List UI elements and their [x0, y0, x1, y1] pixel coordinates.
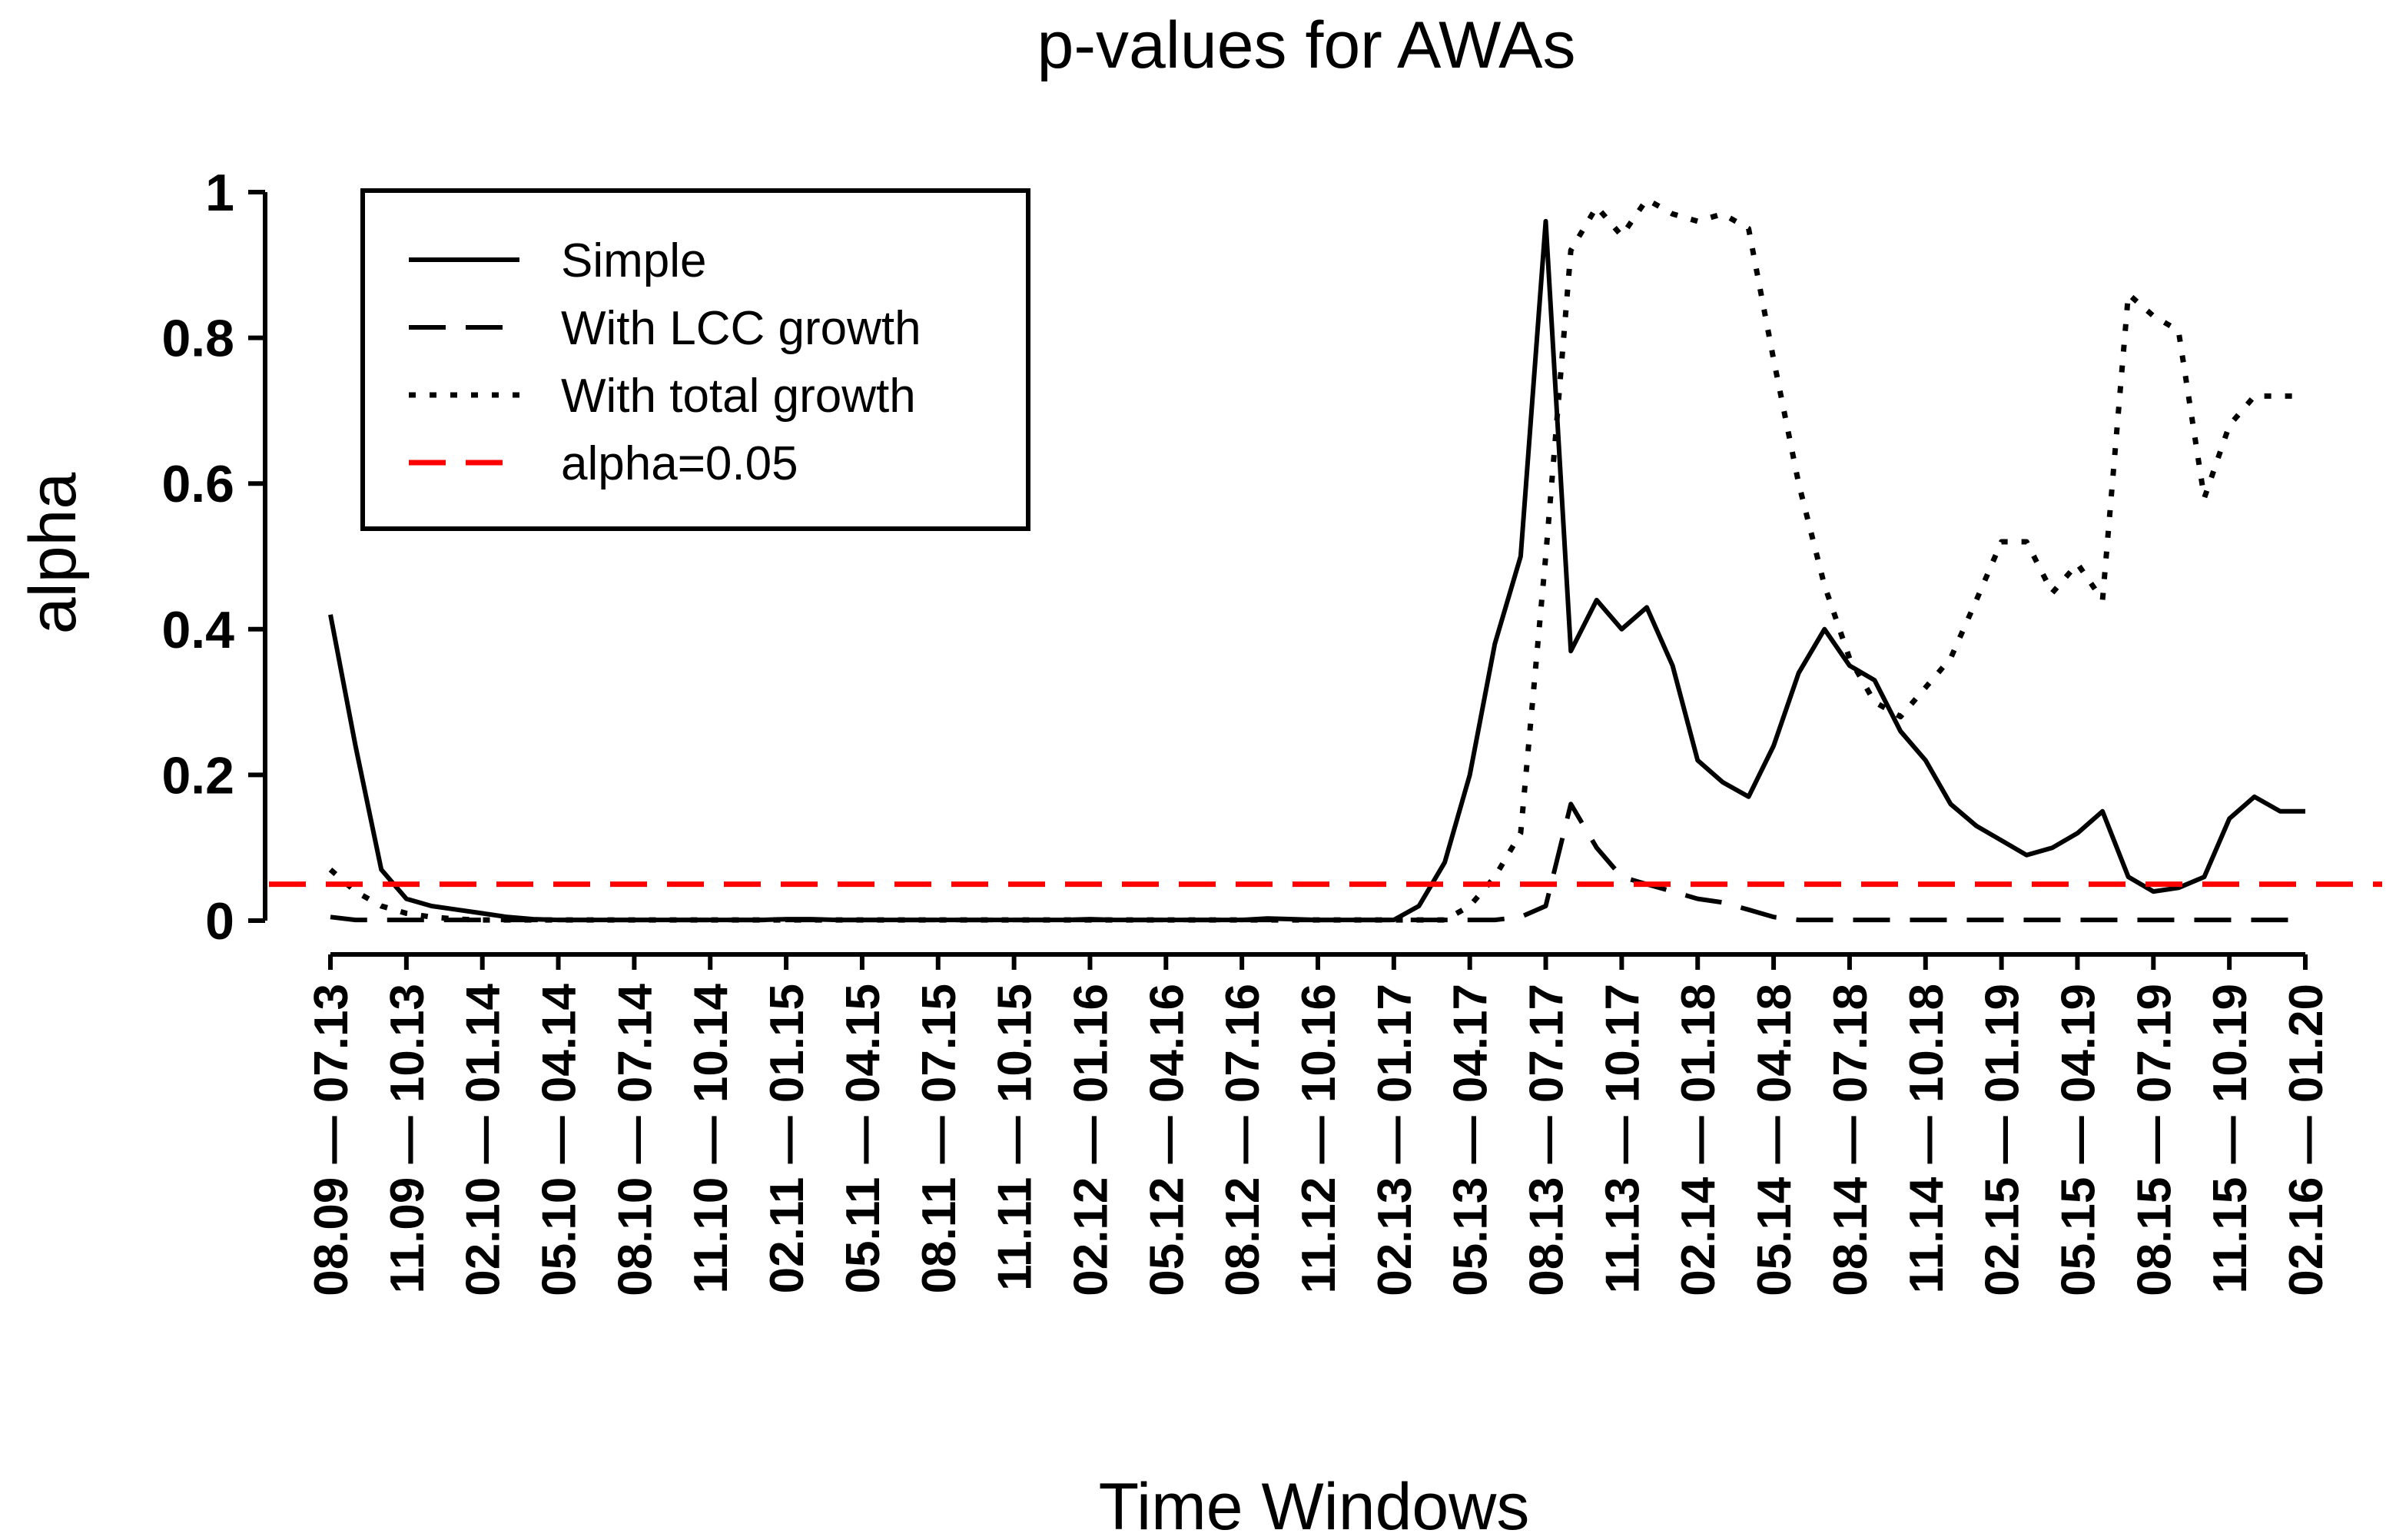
x-tick-label: 11.12 — 10.16 — [1293, 984, 1346, 1293]
x-tick-label: 05.11 — 04.15 — [837, 984, 890, 1293]
x-tick-label: 05.13 — 04.17 — [1445, 984, 1498, 1296]
x-tick-label: 05.14 — 04.18 — [1748, 984, 1801, 1296]
legend-label: With total growth — [561, 370, 916, 423]
x-tick-label: 08.12 — 07.16 — [1216, 984, 1269, 1296]
x-tick-label: 11.14 — 10.18 — [1900, 984, 1953, 1293]
legend-label: Simple — [561, 234, 707, 287]
x-axis: 08.09 — 07.13 11.09 — 10.13 02.10 — 01.14 0… — [305, 952, 2333, 1296]
x-tick-label: 11.11 — 10.15 — [989, 984, 1042, 1291]
x-tick-label: 05.12 — 04.16 — [1140, 984, 1193, 1296]
series-layer — [269, 197, 2382, 923]
y-tick-label: 1 — [205, 164, 234, 222]
legend: Simple With LCC growth With total growth al… — [360, 188, 1030, 531]
x-tick-label: 02.15 — 01.19 — [1976, 984, 2029, 1296]
legend-box — [360, 188, 1030, 531]
legend-label: With LCC growth — [561, 302, 921, 355]
x-tick-label: 02.16 — 01.20 — [2280, 984, 2333, 1296]
y-tick-label: 0.2 — [161, 746, 234, 805]
y-axis-label: alpha — [16, 473, 90, 635]
legend-label: alpha=0.05 — [561, 437, 798, 490]
x-tick-label: 11.13 — 10.17 — [1596, 984, 1649, 1293]
x-tick-label: 08.15 — 07.19 — [2128, 984, 2181, 1296]
x-tick-label: 11.15 — 10.19 — [2204, 984, 2257, 1293]
x-tick-label: 08.09 — 07.13 — [305, 984, 358, 1296]
y-tick-label: 0 — [205, 892, 234, 951]
x-tick-label: 02.10 — 01.14 — [457, 983, 510, 1296]
y-tick-label: 0.4 — [161, 601, 234, 659]
chart-title: p-values for AWAs — [1037, 8, 1576, 82]
y-tick-label: 0.6 — [161, 455, 234, 513]
y-tick-label: 0.8 — [161, 310, 234, 368]
x-tick-label: 02.11 — 01.15 — [761, 984, 814, 1293]
x-tick-label: 11.09 — 10.13 — [381, 984, 434, 1293]
x-axis-label: Time Windows — [1099, 1470, 1530, 1540]
series-line-with-total-growth — [328, 197, 2305, 923]
x-tick-label: 08.11 — 07.15 — [913, 984, 966, 1293]
x-tick-label: 08.14 — 07.18 — [1824, 984, 1877, 1296]
x-tick-label: 02.14 — 01.18 — [1672, 984, 1725, 1296]
x-tick-label: 05.10 — 04.14 — [533, 983, 586, 1296]
x-tick-label: 02.12 — 01.16 — [1064, 984, 1117, 1296]
x-tick-label: 02.13 — 01.17 — [1369, 984, 1422, 1296]
x-tick-label: 11.10 — 10.14 — [685, 983, 738, 1293]
y-axis: 0 0.2 0.4 0.6 0.8 1 — [161, 164, 267, 951]
x-tick-label: 05.15 — 04.19 — [2052, 984, 2105, 1296]
x-tick-label: 08.13 — 07.17 — [1521, 984, 1574, 1296]
x-tick-label: 08.10 — 07.14 — [609, 983, 662, 1296]
series-line-with-lcc-growth — [330, 802, 2305, 923]
